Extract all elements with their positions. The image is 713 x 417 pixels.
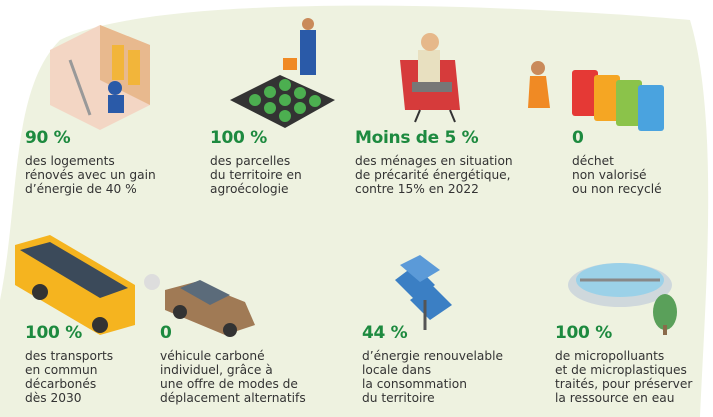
- stat-description: d’énergie renouvelable locale dans la cons…: [362, 349, 503, 405]
- stat-value: 0: [572, 128, 584, 148]
- stat-description: des transports en commun décarbonés dès 203…: [25, 349, 113, 405]
- house-illustration: [50, 25, 150, 130]
- description-line: déplacement alternatifs: [160, 391, 306, 405]
- stat-description: des ménages en situation de précarité éne…: [355, 154, 513, 196]
- stat-value: Moins de 5 %: [355, 128, 479, 148]
- description-line: des transports: [25, 349, 114, 363]
- stat-item: 44 % d’énergie renouvelable locale dans la …: [362, 323, 503, 405]
- description-line: contre 15% en 2022: [355, 182, 479, 196]
- stat-item: 0 véhicule carboné individuel, grâce à une …: [160, 323, 306, 405]
- car-illustration: [144, 274, 255, 337]
- stat-description: des parcelles du territoire en agroécologi…: [210, 154, 302, 196]
- bins-illustration: [528, 61, 664, 131]
- description-line: la consommation: [362, 377, 467, 391]
- stat-value: 100 %: [25, 323, 82, 343]
- solar-panels-illustration: [395, 255, 452, 330]
- stat-item: 100 % de micropolluants et de microplastiq…: [555, 323, 692, 405]
- description-line: individuel, grâce à: [160, 363, 273, 377]
- description-line: d’énergie renouvelable: [362, 349, 503, 363]
- description-line: une offre de modes de: [160, 377, 298, 391]
- description-line: de précarité énergétique,: [355, 168, 511, 182]
- description-line: ou non recyclé: [572, 182, 662, 196]
- stat-item: 90 % des logements rénovés avec un gain d’é…: [25, 128, 156, 196]
- description-line: des parcelles: [210, 154, 291, 168]
- stat-value: 90 %: [25, 128, 71, 148]
- description-line: des logements: [25, 154, 115, 168]
- description-line: déchet: [572, 154, 614, 168]
- description-line: des ménages en situation: [355, 154, 513, 168]
- stat-item: Moins de 5 % des ménages en situation de p…: [355, 128, 513, 196]
- stat-description: déchet non valorisé ou non recyclé: [572, 154, 662, 196]
- description-line: décarbonés: [25, 377, 97, 391]
- water-treatment-illustration: [568, 263, 677, 335]
- stat-item: 100 % des parcelles du territoire en agroéc…: [210, 128, 302, 196]
- description-line: agroécologie: [210, 182, 289, 196]
- stat-description: véhicule carboné individuel, grâce à une o…: [160, 349, 306, 405]
- stat-value: 0: [160, 323, 172, 343]
- stat-item: 100 % des transports en commun décarbonés dè…: [25, 323, 113, 405]
- description-line: du territoire en: [210, 168, 302, 182]
- description-line: d’énergie de 40 %: [25, 182, 137, 196]
- description-line: rénovés avec un gain: [25, 168, 156, 182]
- description-line: en commun: [25, 363, 98, 377]
- stat-value: 44 %: [362, 323, 408, 343]
- description-line: et de microplastiques: [555, 363, 687, 377]
- person-chair-illustration: [400, 33, 460, 123]
- field-illustration: [230, 18, 335, 128]
- description-line: non valorisé: [572, 168, 647, 182]
- description-line: de micropolluants: [555, 349, 665, 363]
- description-line: du territoire: [362, 391, 435, 405]
- bus-illustration: [15, 235, 135, 335]
- description-line: locale dans: [362, 363, 432, 377]
- stat-value: 100 %: [555, 323, 612, 343]
- stat-item: 0 déchet non valorisé ou non recyclé: [572, 128, 662, 196]
- stat-value: 100 %: [210, 128, 267, 148]
- description-line: dès 2030: [25, 391, 82, 405]
- stat-description: des logements rénovés avec un gain d’énerg…: [25, 154, 156, 196]
- description-line: véhicule carboné: [160, 349, 265, 363]
- stat-description: de micropolluants et de microplastiques tr…: [555, 349, 692, 405]
- description-line: la ressource en eau: [555, 391, 675, 405]
- description-line: traités, pour préserver: [555, 377, 693, 391]
